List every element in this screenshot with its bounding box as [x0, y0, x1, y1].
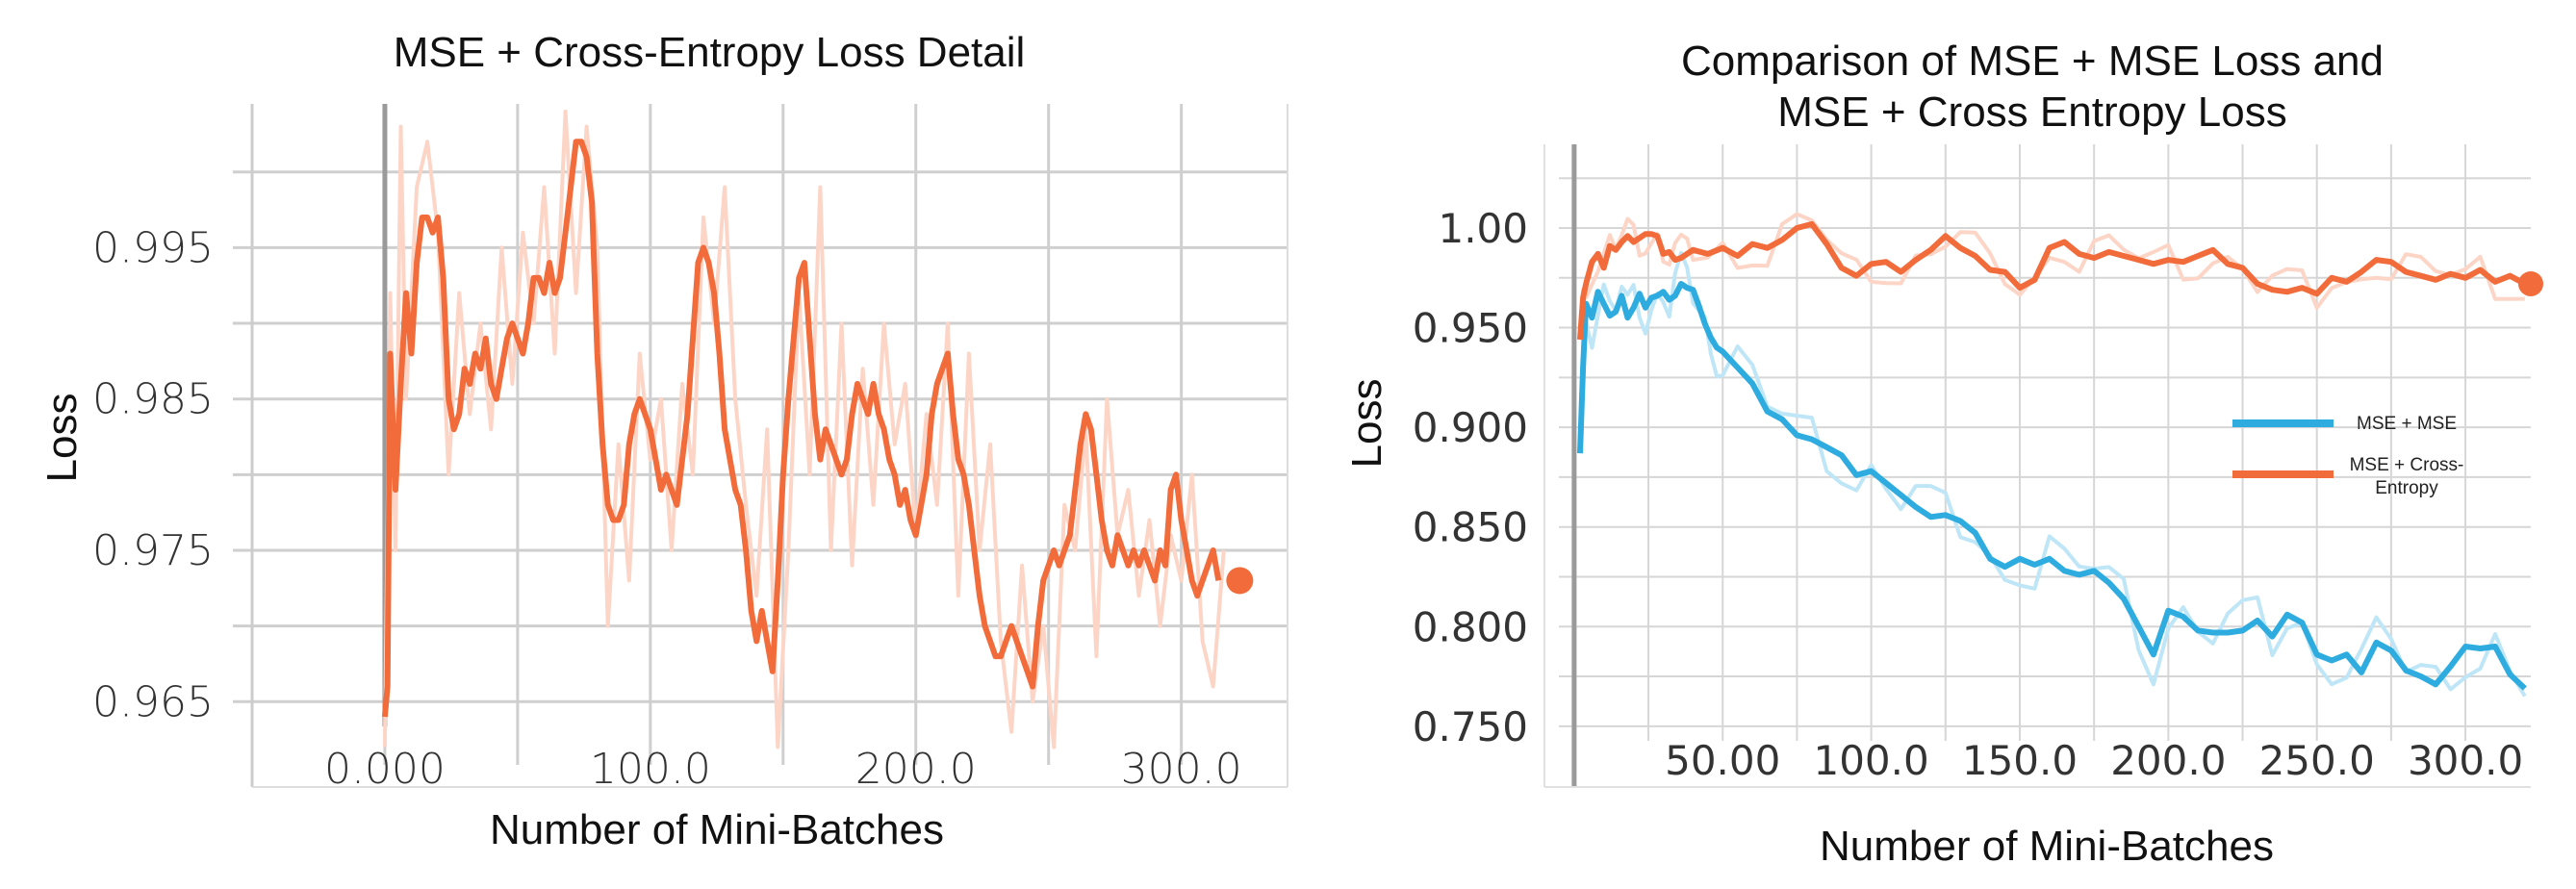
right-x-tick-label: 300.0 [2408, 737, 2523, 784]
right-x-axis-label: Number of Mini-Batches [1820, 823, 2274, 870]
right-x-tick-label: 100.0 [1813, 737, 1928, 784]
right-ce-series-line [1577, 220, 2527, 341]
legend-label-ce-line-1: MSE + Cross- [2350, 455, 2464, 475]
right-legend: MSE + MSE MSE + Cross- Entropy [2232, 414, 2463, 498]
left-y-axis-label: Loss [38, 394, 86, 483]
left-x-tick-labels: 0.000 100.0 200.0 300.0 [324, 745, 1242, 794]
left-chart: MSE + Cross-Entropy Loss Detail 0.000 10… [38, 29, 1288, 853]
left-axis-frame [250, 104, 1288, 788]
right-chart-title-line-1: Comparison of MSE + MSE Loss and [1681, 38, 2384, 85]
left-y-tick-label: 0.995 [92, 223, 214, 272]
right-ce-raw-line [1578, 212, 2525, 341]
legend-label-ce-line-2: Entropy [2375, 478, 2438, 498]
right-y-tick-label: 1.00 [1438, 205, 1528, 252]
left-y-tick-label: 0.965 [92, 677, 214, 726]
left-x-axis-label: Number of Mini-Batches [490, 806, 944, 853]
right-x-tick-label: 150.0 [1962, 737, 2078, 784]
right-y-tick-label: 0.750 [1413, 703, 1528, 750]
left-y-tick-label: 0.985 [92, 375, 214, 424]
left-y-tick-label: 0.975 [92, 526, 214, 575]
left-x-tick-label: 300.0 [1121, 745, 1242, 794]
left-smoothed-series-line [381, 139, 1222, 718]
left-end-marker [1226, 567, 1254, 595]
right-chart-title-line-2: MSE + Cross Entropy Loss [1777, 89, 2286, 136]
right-mse-series-line [1577, 281, 2527, 691]
right-y-tick-label: 0.900 [1413, 404, 1528, 451]
left-x-tick-label: 200.0 [855, 745, 977, 794]
right-grid [1559, 144, 2531, 741]
legend-label-mse: MSE + MSE [2357, 414, 2457, 434]
left-chart-title: MSE + Cross-Entropy Loss Detail [394, 29, 1026, 76]
left-x-tick-label: 100.0 [590, 745, 711, 794]
right-x-tick-label: 250.0 [2259, 737, 2375, 784]
right-axis-frame [1543, 144, 2531, 788]
right-x-tick-labels: 50.00 100.0 150.0 200.0 250.0 300.0 [1665, 737, 2523, 784]
right-y-tick-label: 0.800 [1413, 603, 1528, 650]
right-end-marker [2518, 270, 2543, 296]
right-y-tick-label: 0.850 [1413, 504, 1528, 551]
left-raw-series-line [382, 109, 1226, 749]
right-y-tick-label: 0.950 [1413, 305, 1528, 352]
right-y-axis-label: Loss [1343, 379, 1390, 469]
left-x-tick-label: 0.000 [324, 745, 446, 794]
right-y-tick-labels: 0.750 0.800 0.850 0.900 0.950 1.00 [1413, 205, 1528, 750]
right-chart: Comparison of MSE + MSE Loss and MSE + C… [1343, 38, 2543, 870]
right-x-tick-label: 50.00 [1665, 737, 1780, 784]
right-x-tick-label: 200.0 [2110, 737, 2226, 784]
right-mse-raw-line [1578, 250, 2527, 698]
left-y-tick-labels: 0.965 0.975 0.985 0.995 [92, 223, 214, 726]
